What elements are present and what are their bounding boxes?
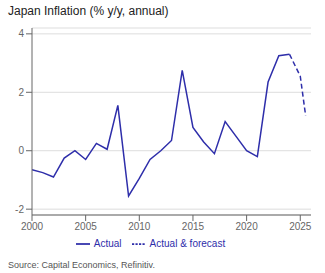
svg-text:4: 4 <box>18 28 24 39</box>
svg-text:2: 2 <box>18 87 24 98</box>
html-text:Actual: Actual <box>93 237 122 249</box>
svg-text:2020: 2020 <box>235 221 258 232</box>
svg-text:2010: 2010 <box>128 221 151 232</box>
svg-text:2025: 2025 <box>289 221 312 232</box>
svg-text:-2: -2 <box>15 204 24 215</box>
html-text:Japan Inflation (% y/y, annual: Japan Inflation (% y/y, annual) <box>8 4 169 18</box>
svg-text:2005: 2005 <box>75 221 98 232</box>
html-text:Actual & forecast: Actual & forecast <box>149 237 226 249</box>
svg-text:0: 0 <box>18 145 24 156</box>
svg-text:2015: 2015 <box>182 221 205 232</box>
svg-text:2000: 2000 <box>21 221 44 232</box>
html-text:Source: Capital Economics, Ref: Source: Capital Economics, Refinitiv. <box>8 260 155 270</box>
